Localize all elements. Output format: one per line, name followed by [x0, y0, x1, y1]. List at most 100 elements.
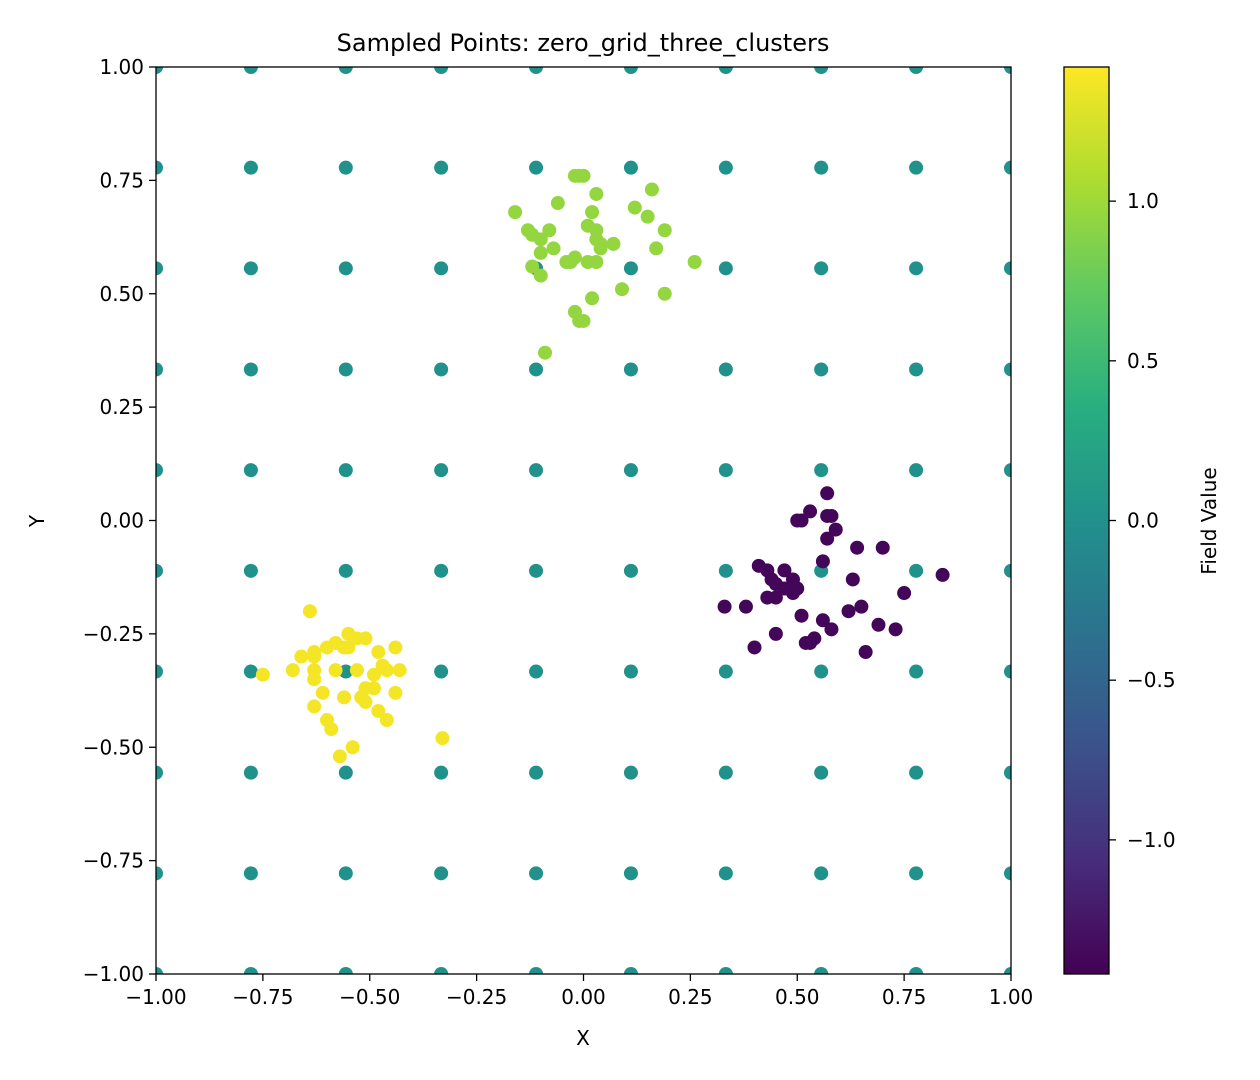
data-point	[1004, 967, 1011, 974]
data-point	[156, 261, 163, 276]
data-point	[854, 599, 869, 614]
data-point	[814, 967, 829, 974]
data-point	[623, 261, 638, 276]
data-point	[379, 663, 394, 678]
data-point	[341, 640, 356, 655]
data-point	[747, 640, 762, 655]
data-point	[589, 232, 604, 247]
data-point	[824, 508, 839, 523]
data-point	[243, 362, 258, 377]
data-point	[858, 645, 873, 660]
x-tick-label: 0.50	[775, 985, 820, 1009]
data-point	[388, 640, 403, 655]
data-point	[718, 664, 733, 679]
data-point	[243, 765, 258, 780]
data-point	[156, 563, 163, 578]
data-point	[388, 685, 403, 700]
data-point	[338, 967, 353, 974]
data-point	[657, 286, 672, 301]
data-point	[156, 664, 163, 679]
data-point	[529, 664, 544, 679]
y-tick-label: 0.00	[99, 509, 144, 533]
data-point	[542, 223, 557, 238]
data-point	[627, 200, 642, 215]
data-point	[623, 563, 638, 578]
data-point	[307, 699, 322, 714]
data-point	[623, 967, 638, 974]
data-point	[434, 261, 449, 276]
x-tick-label: −1.00	[125, 985, 186, 1009]
data-point	[820, 486, 835, 501]
y-tick-label: 1.00	[99, 55, 144, 79]
data-point	[529, 160, 544, 175]
data-point	[338, 866, 353, 881]
data-point	[1004, 866, 1011, 881]
data-point	[718, 967, 733, 974]
data-point	[718, 160, 733, 175]
data-point	[909, 261, 924, 276]
data-point	[815, 554, 830, 569]
y-tick-label: −0.75	[83, 849, 144, 873]
data-point	[349, 663, 364, 678]
data-point	[623, 866, 638, 881]
data-point	[1004, 563, 1011, 578]
x-axis-label: X	[576, 1026, 590, 1050]
colorbar-axis: −1.0 −0.5 0.0 0.5 1.0	[1109, 189, 1176, 852]
data-point	[644, 182, 659, 197]
plot-frame	[155, 66, 1012, 975]
data-point	[888, 622, 903, 637]
data-point	[338, 664, 353, 679]
data-point	[156, 866, 163, 881]
x-tick-label: −0.50	[339, 985, 400, 1009]
data-point	[367, 667, 382, 682]
colorbar	[1063, 66, 1110, 975]
data-point	[606, 236, 621, 251]
data-point	[820, 531, 835, 546]
data-point	[814, 765, 829, 780]
data-point	[718, 67, 733, 74]
data-point	[845, 572, 860, 587]
data-point	[814, 160, 829, 175]
y-tick-label: −0.50	[83, 735, 144, 759]
x-tick-label: 0.25	[668, 985, 713, 1009]
data-point	[589, 255, 604, 270]
data-point	[718, 463, 733, 478]
data-point	[285, 663, 300, 678]
data-point	[572, 168, 587, 183]
data-point	[529, 765, 544, 780]
data-point	[909, 967, 924, 974]
x-axis: −1.00 −0.75 −0.50 −0.25 0.00 0.25 0.50 0.75 1.00	[125, 974, 1033, 1009]
data-point	[814, 67, 829, 74]
data-point	[897, 586, 912, 601]
data-point	[358, 694, 373, 709]
data-point	[585, 205, 600, 220]
data-point	[623, 463, 638, 478]
y-tick-label: −0.25	[83, 622, 144, 646]
y-tick-label: 0.75	[99, 168, 144, 192]
data-point	[371, 703, 386, 718]
data-point	[243, 967, 258, 974]
data-point	[434, 664, 449, 679]
data-point	[718, 765, 733, 780]
data-point	[718, 261, 733, 276]
data-point	[841, 604, 856, 619]
data-point	[623, 67, 638, 74]
data-point	[338, 261, 353, 276]
data-point	[435, 731, 450, 746]
data-point	[338, 463, 353, 478]
data-point	[850, 540, 865, 555]
x-tick-label: −0.25	[446, 985, 507, 1009]
data-point	[1004, 362, 1011, 377]
data-point	[529, 563, 544, 578]
points-layer	[156, 67, 1011, 974]
x-tick-label: 0.75	[882, 985, 927, 1009]
data-point	[614, 282, 629, 297]
data-point	[367, 681, 382, 696]
data-point	[434, 967, 449, 974]
data-point	[533, 232, 548, 247]
data-point	[338, 67, 353, 74]
data-point	[294, 649, 309, 664]
data-point	[798, 635, 813, 650]
data-point	[828, 522, 843, 537]
data-point	[392, 663, 407, 678]
